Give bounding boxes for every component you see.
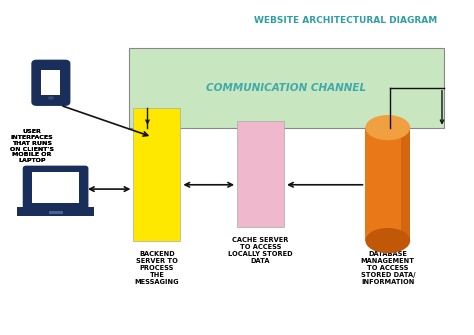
Ellipse shape xyxy=(365,115,410,140)
Ellipse shape xyxy=(48,96,54,99)
FancyBboxPatch shape xyxy=(41,70,60,94)
Text: COMMUNICATION CHANNEL: COMMUNICATION CHANNEL xyxy=(206,83,366,93)
Polygon shape xyxy=(365,128,410,241)
Text: BACKEND
SERVER TO
PROCESS
THE
MESSAGING: BACKEND SERVER TO PROCESS THE MESSAGING xyxy=(135,251,179,284)
FancyBboxPatch shape xyxy=(128,48,444,128)
FancyBboxPatch shape xyxy=(48,210,63,214)
Polygon shape xyxy=(401,128,410,241)
FancyBboxPatch shape xyxy=(133,108,181,241)
FancyBboxPatch shape xyxy=(237,121,284,227)
Text: WEBSITE ARCHITECTURAL DIAGRAM: WEBSITE ARCHITECTURAL DIAGRAM xyxy=(254,16,437,25)
Text: DATABASE
MANAGEMENT
TO ACCESS
STORED DATA/
INFORMATION: DATABASE MANAGEMENT TO ACCESS STORED DAT… xyxy=(361,251,415,284)
FancyBboxPatch shape xyxy=(17,207,94,216)
Ellipse shape xyxy=(365,228,410,253)
Text: USER
INTERFACES
THAT RUNS
ON CLIENT'S
MOBILE OR
LAPTOP: USER INTERFACES THAT RUNS ON CLIENT'S MO… xyxy=(10,129,54,163)
FancyBboxPatch shape xyxy=(32,172,79,203)
FancyBboxPatch shape xyxy=(32,60,70,105)
Text: USER
INTERFACES
THAT RUNS
ON CLIENT'S
MOBILE OR
LAPTOP: USER INTERFACES THAT RUNS ON CLIENT'S MO… xyxy=(10,129,54,163)
Text: CACHE SERVER
TO ACCESS
LOCALLY STORED
DATA: CACHE SERVER TO ACCESS LOCALLY STORED DA… xyxy=(228,237,293,264)
FancyBboxPatch shape xyxy=(24,167,87,208)
